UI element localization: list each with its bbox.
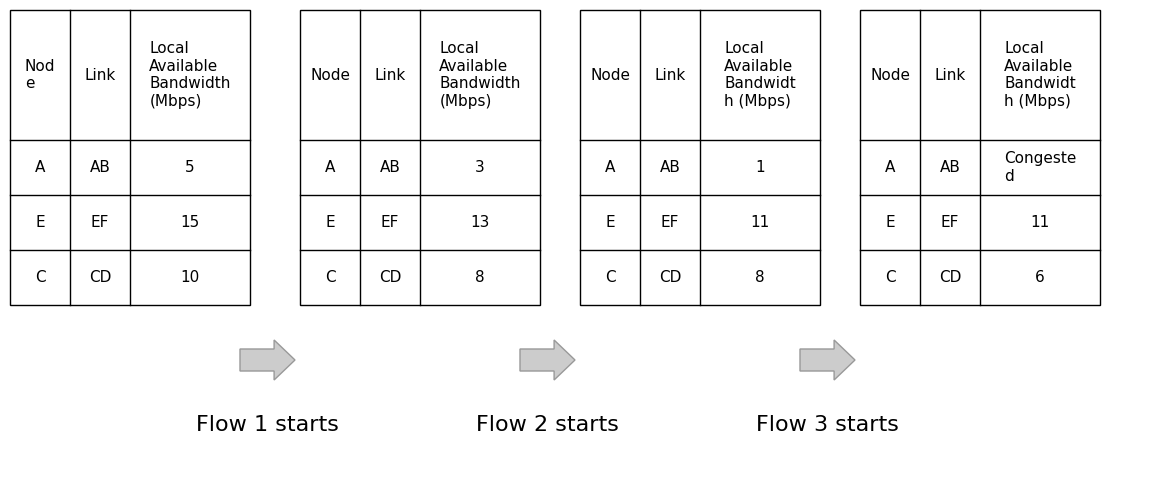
Text: EF: EF (661, 215, 680, 230)
FancyArrow shape (520, 340, 575, 380)
Text: 10: 10 (180, 270, 200, 285)
Text: Link: Link (85, 68, 116, 83)
Text: A: A (604, 160, 615, 175)
Text: AB: AB (379, 160, 400, 175)
Text: 5: 5 (186, 160, 195, 175)
Text: Flow 3 starts: Flow 3 starts (756, 415, 899, 435)
Text: Node: Node (870, 68, 909, 83)
Text: E: E (885, 215, 894, 230)
Text: Local
Available
Bandwidt
h (Mbps): Local Available Bandwidt h (Mbps) (1005, 41, 1075, 108)
Text: Nod
e: Nod e (24, 59, 56, 91)
Text: C: C (885, 270, 896, 285)
Text: Flow 2 starts: Flow 2 starts (476, 415, 619, 435)
Text: CD: CD (89, 270, 111, 285)
Text: Congeste
d: Congeste d (1003, 151, 1076, 184)
Text: 11: 11 (751, 215, 769, 230)
Text: A: A (325, 160, 335, 175)
Text: AB: AB (660, 160, 681, 175)
Text: EF: EF (941, 215, 959, 230)
Text: AB: AB (940, 160, 960, 175)
Text: A: A (885, 160, 896, 175)
FancyArrow shape (800, 340, 855, 380)
Text: Node: Node (310, 68, 350, 83)
Text: CD: CD (938, 270, 962, 285)
Text: A: A (35, 160, 45, 175)
Text: Local
Available
Bandwidth
(Mbps): Local Available Bandwidth (Mbps) (150, 41, 231, 108)
Text: Flow 1 starts: Flow 1 starts (196, 415, 339, 435)
Text: E: E (325, 215, 335, 230)
Text: 11: 11 (1030, 215, 1050, 230)
Text: Local
Available
Bandwidth
(Mbps): Local Available Bandwidth (Mbps) (440, 41, 521, 108)
Text: C: C (325, 270, 335, 285)
Text: 13: 13 (470, 215, 490, 230)
FancyArrow shape (240, 340, 295, 380)
Text: CD: CD (659, 270, 681, 285)
Text: E: E (606, 215, 615, 230)
Text: Node: Node (590, 68, 630, 83)
Bar (860, 10, 1100, 305)
Bar (10, 10, 251, 305)
Text: 1: 1 (755, 160, 764, 175)
Text: C: C (35, 270, 45, 285)
Text: EF: EF (90, 215, 109, 230)
Text: 8: 8 (476, 270, 485, 285)
Text: CD: CD (379, 270, 401, 285)
Text: 8: 8 (755, 270, 764, 285)
Text: 6: 6 (1035, 270, 1045, 285)
Text: 3: 3 (476, 160, 485, 175)
Bar (580, 10, 820, 305)
Text: EF: EF (380, 215, 399, 230)
Text: Link: Link (654, 68, 686, 83)
Text: E: E (35, 215, 45, 230)
Bar (300, 10, 541, 305)
Text: Link: Link (375, 68, 406, 83)
Text: 15: 15 (180, 215, 200, 230)
Text: AB: AB (89, 160, 110, 175)
Text: C: C (604, 270, 615, 285)
Text: Link: Link (934, 68, 965, 83)
Text: Local
Available
Bandwidt
h (Mbps): Local Available Bandwidt h (Mbps) (724, 41, 796, 108)
